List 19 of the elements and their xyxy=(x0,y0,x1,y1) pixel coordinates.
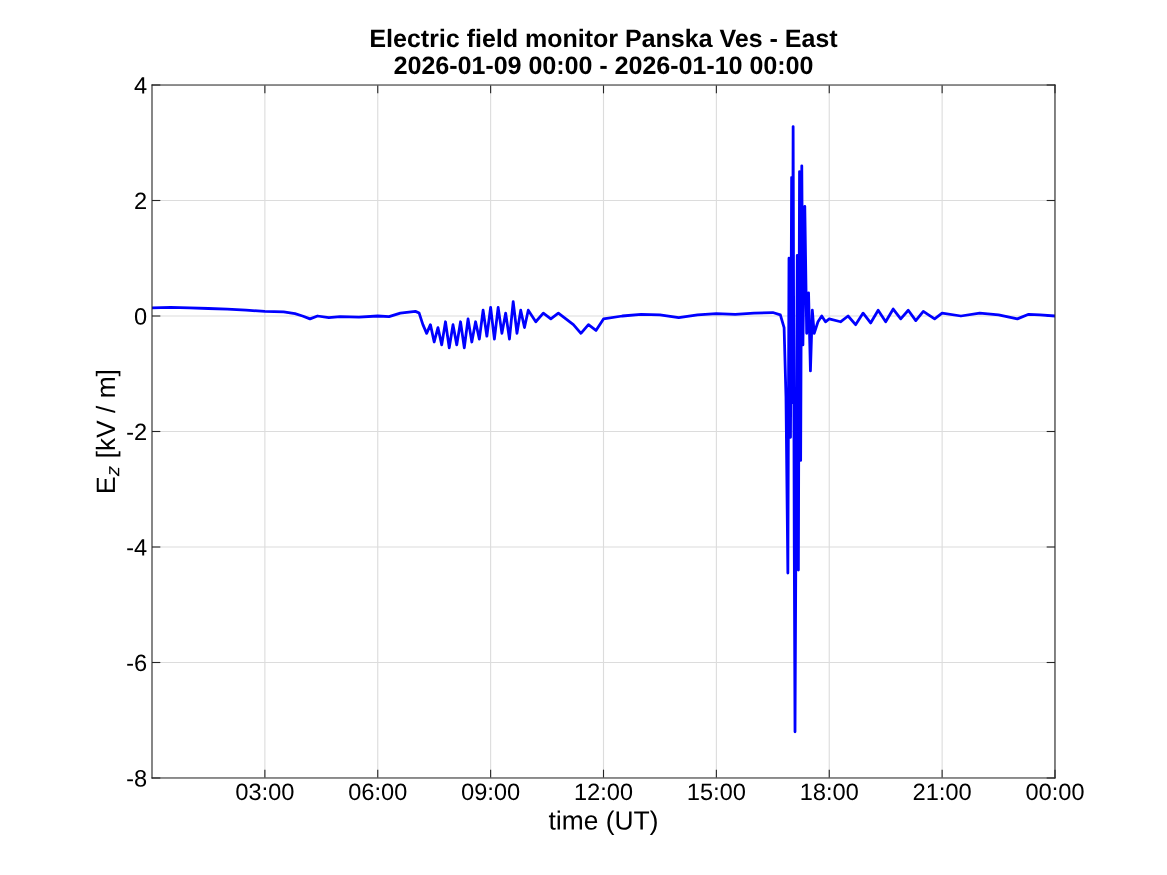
y-tick-label: 0 xyxy=(134,308,147,325)
line-series xyxy=(152,125,1055,734)
x-tick-label: 21:00 xyxy=(913,783,971,801)
x-tick-label: 03:00 xyxy=(236,783,294,801)
x-tick-label: 15:00 xyxy=(688,783,745,801)
x-tick-label: 00:00 xyxy=(1026,783,1084,801)
x-tick-label: 06:00 xyxy=(349,783,407,801)
x-tick-label: 18:00 xyxy=(801,783,858,801)
y-tick-label: -8 xyxy=(127,770,147,787)
chart-title: Electric field monitor Panska Ves - East 2026-01-09 00:00 - 2026-01-10 00:00 xyxy=(371,28,838,75)
x-tick-label: 09:00 xyxy=(462,783,520,801)
y-tick-label: 2 xyxy=(135,192,146,210)
y-tick-label: -2 xyxy=(127,423,146,441)
y-tick-label: -4 xyxy=(127,539,147,556)
y-axis-title: E$_{z}$ [kV / m] xyxy=(95,370,121,492)
y-tick-label: 4 xyxy=(134,77,147,94)
y-tick-label: -6 xyxy=(127,654,147,672)
x-axis-title: time (UT) xyxy=(548,810,657,836)
x-tick-label: 12:00 xyxy=(575,783,633,801)
